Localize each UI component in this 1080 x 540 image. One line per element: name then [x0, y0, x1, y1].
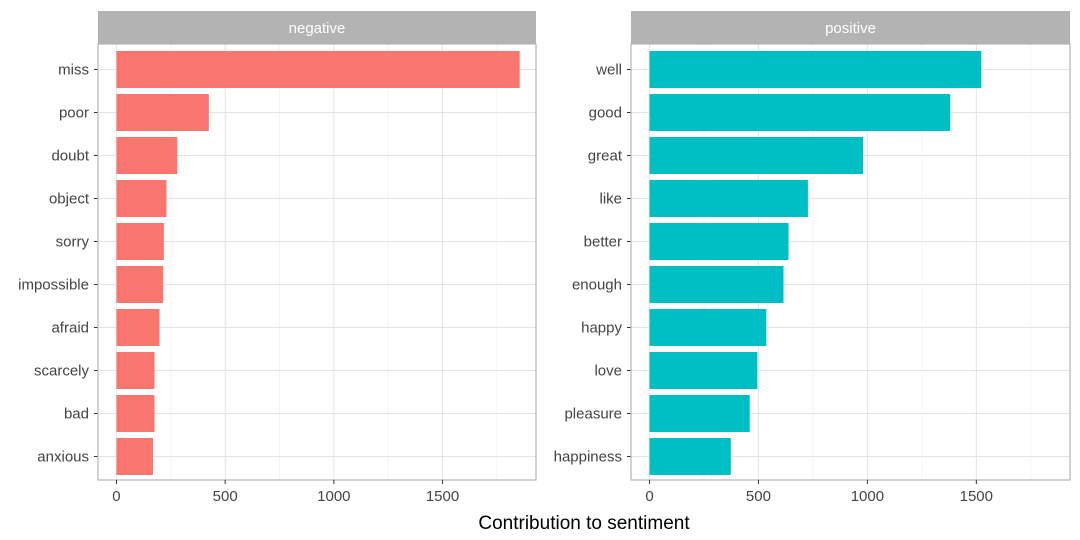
y-tick-label: object: [49, 191, 90, 208]
x-tick-label: 1000: [851, 488, 884, 505]
y-tick-label: afraid: [51, 320, 89, 337]
y-tick-label: anxious: [37, 449, 89, 466]
y-tick-label: miss: [58, 62, 89, 79]
y-tick-label: pleasure: [564, 406, 622, 423]
y-tick-label: well: [595, 62, 622, 79]
bar-object: [116, 180, 167, 217]
chart-panels: negative miss poor doubt object sorry impossib…: [18, 11, 1071, 505]
y-tick-label: good: [589, 105, 622, 122]
bar-happy: [649, 309, 767, 346]
facet-strip-label: negative: [289, 20, 346, 37]
x-axis-label: Contribution to sentiment: [478, 513, 690, 534]
bar-happiness: [649, 438, 731, 475]
y-tick-label: great: [588, 148, 623, 165]
bar-like: [649, 180, 808, 217]
bar-anxious: [116, 438, 153, 475]
bar-better: [649, 223, 789, 260]
bar-afraid: [116, 309, 160, 346]
y-tick-label: poor: [59, 105, 89, 122]
bar-miss: [116, 51, 520, 88]
bar-enough: [649, 266, 784, 303]
bar-great: [649, 137, 864, 174]
y-tick-label: sorry: [56, 234, 90, 251]
panel-border: [630, 43, 1071, 481]
x-tick-label: 0: [112, 488, 120, 505]
y-tick-label: impossible: [18, 277, 89, 294]
bar-love: [649, 352, 758, 389]
y-tick-label: doubt: [51, 148, 89, 165]
bar-doubt: [116, 137, 178, 174]
y-tick-label: bad: [64, 406, 89, 423]
y-tick-label: happy: [581, 320, 622, 337]
y-tick-label: scarcely: [34, 363, 90, 380]
bar-scarcely: [116, 352, 155, 389]
x-tick-label: 1500: [426, 488, 459, 505]
panel-positive: positive well good great like better enough hap…: [554, 11, 1071, 505]
bar-sorry: [116, 223, 164, 260]
y-tick-label: like: [599, 191, 622, 208]
x-tick-label: 0: [645, 488, 653, 505]
x-tick-label: 500: [746, 488, 771, 505]
facet-strip: [631, 11, 1070, 44]
x-tick-label: 1000: [317, 488, 350, 505]
facet-strip-label: positive: [825, 20, 876, 37]
bar-bad: [116, 395, 155, 432]
x-tick-label: 1500: [960, 488, 993, 505]
y-tick-label: happiness: [554, 449, 622, 466]
x-tick-label: 500: [213, 488, 238, 505]
bar-pleasure: [649, 395, 750, 432]
bar-poor: [116, 94, 209, 131]
bar-well: [649, 51, 982, 88]
facet-strip: [98, 11, 536, 44]
y-tick-label: love: [594, 363, 622, 380]
y-tick-label: better: [584, 234, 622, 251]
y-tick-label: enough: [572, 277, 622, 294]
panel-border: [97, 43, 537, 481]
bar-good: [649, 94, 951, 131]
bar-impossible: [116, 266, 164, 303]
panel-negative: negative miss poor doubt object sorry impossib…: [18, 11, 537, 505]
